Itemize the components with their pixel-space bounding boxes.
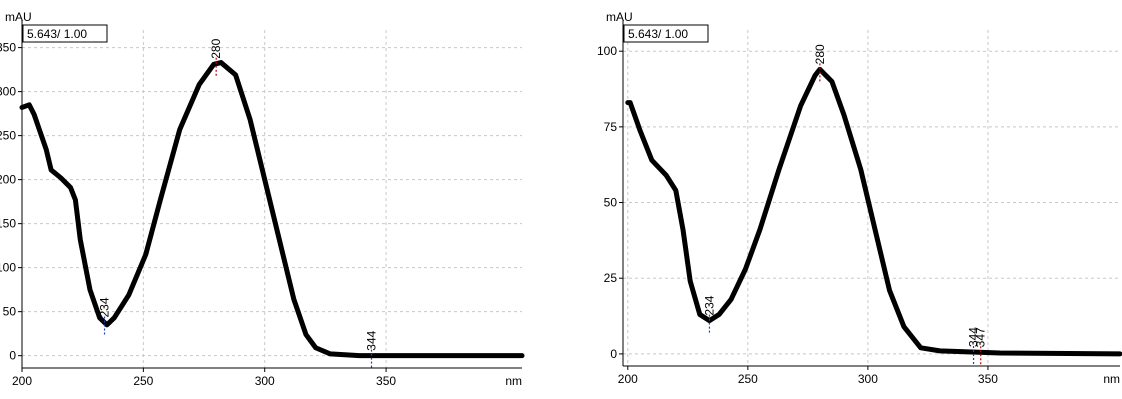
y-tick-label: 350 [0,41,16,55]
x-tick-label: 250 [133,374,153,388]
chart: 0 50 100 150 200 250 300 350 200 250 300 350 nm mAU 5.… [0,10,525,388]
y-tick-label: 100 [0,261,16,275]
y-tick-label: 25 [604,271,618,285]
info-box-label: 5.643/ 1.00 [27,27,87,41]
chart: 0 25 50 75 100 200 250 300 350 nm mAU 5.643/ 1.00 28… [597,10,1122,386]
x-tick-label: 200 [12,374,32,388]
peak-label: 347 [974,327,988,347]
x-tick-label: 350 [376,374,396,388]
y-tick-label: 250 [0,129,16,143]
y-tick-label: 100 [597,44,617,58]
x-tick-label: 250 [738,372,758,386]
y-axis-label: mAU [606,10,633,24]
y-axis-label: mAU [5,10,32,24]
info-box [623,24,709,43]
y-tick-label: 200 [0,173,16,187]
y-tick-label: 0 [610,347,617,361]
x-tick-label: 350 [978,372,998,386]
y-tick-label: 0 [9,349,16,363]
x-tick-label: 300 [255,374,275,388]
y-tick-label: 50 [604,196,618,210]
y-tick-label: 50 [3,305,17,319]
peak-label: 234 [98,297,112,317]
spectrum-line [19,60,525,359]
peak-label: 344 [967,327,981,347]
x-tick-label: 200 [618,372,638,386]
y-tick-label: 75 [604,120,618,134]
x-axis-label: nm [1103,372,1120,386]
y-tick-label: 150 [0,217,16,231]
peak-label: 280 [209,38,223,58]
y-tick-label: 300 [0,85,16,99]
peak-label: 344 [365,330,379,350]
info-box [22,24,108,43]
peak-label: 280 [813,44,827,64]
info-box-label: 5.643/ 1.00 [628,27,688,41]
spectrum-line [625,66,1122,357]
x-tick-label: 300 [858,372,878,386]
x-axis-label: nm [505,374,522,388]
peak-label: 234 [702,295,716,315]
